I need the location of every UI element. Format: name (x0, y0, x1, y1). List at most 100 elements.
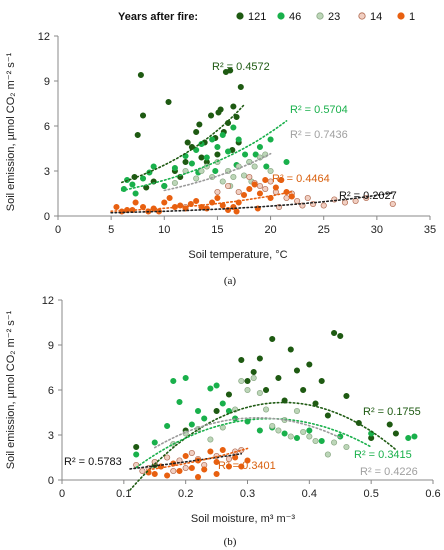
panel-b-point-14 (139, 467, 146, 475)
panel-b-point-121 (250, 368, 257, 376)
panel-b-point-14 (170, 467, 177, 475)
panel-b-point-23 (343, 443, 350, 451)
panel-b-point-14 (188, 449, 195, 457)
panel-a-point-46 (150, 163, 157, 170)
panel-b-point-23 (275, 427, 282, 434)
panel-b-point-46 (318, 437, 325, 445)
panel-a-x-tick-label: 20 (264, 224, 276, 236)
panel-b-point-46 (405, 434, 412, 442)
panel-b-point-1 (151, 470, 158, 478)
panel-a-x-tick-label: 25 (318, 224, 330, 236)
panel-a-point-46 (198, 140, 205, 148)
panel-a-point-1 (256, 190, 263, 197)
panel-a-point-121 (237, 83, 244, 91)
panel-a-point-46 (188, 160, 195, 167)
panel-b-point-46 (219, 400, 226, 407)
panel-b-r2-121: R² = 0.1755 (363, 406, 421, 418)
panel-a-point-46 (212, 167, 219, 175)
panel-a-point-14 (389, 200, 396, 208)
legend-marker-46 (277, 12, 285, 20)
panel-a-r2-46: R² = 0.5704 (290, 104, 348, 116)
panel-a-point-121 (193, 128, 200, 136)
panel-b-y-tick-label: 6 (48, 385, 54, 397)
panel-b-trendline-46 (135, 417, 372, 469)
panel-a-point-14 (256, 182, 263, 190)
panel-a-point-121 (134, 131, 141, 139)
panel-b-point-46 (281, 430, 288, 437)
panel-b-point-46 (176, 398, 183, 406)
panel-a-point-46 (209, 136, 216, 143)
panel-a-point-23 (262, 151, 269, 158)
panel-a-point-121 (137, 71, 144, 79)
panel-a-point-121 (215, 109, 222, 116)
panel-a-point-46 (193, 146, 200, 154)
panel-a-point-46 (161, 182, 168, 190)
panel-a-point-1 (283, 188, 290, 196)
panel-b-point-46 (133, 451, 140, 458)
panel-a-point-14 (262, 185, 269, 193)
panel-a-point-23 (230, 173, 237, 181)
panel-a-point-46 (219, 131, 226, 139)
panel-b-point-121 (293, 367, 301, 374)
panel-a-point-14 (283, 194, 290, 202)
panel-a-y-tick-label: 12 (38, 31, 50, 43)
panel-a-point-1 (161, 199, 168, 206)
panel-b-trendline-121 (129, 401, 397, 491)
panel-a-point-23 (267, 167, 274, 175)
panel-a-trendline-14 (110, 192, 394, 214)
panel-a-point-121 (182, 158, 189, 166)
legend-marker-1 (397, 12, 405, 20)
panel-a-x-tick-label: 35 (424, 224, 436, 236)
panel-b-point-23 (256, 389, 263, 397)
panel-a-trendline-46 (121, 120, 288, 192)
panel-a-point-121 (227, 67, 234, 74)
panel-a-point-121 (184, 139, 191, 146)
panel-b-label: (b) (224, 536, 237, 548)
panel-b-point-23 (207, 436, 214, 443)
panel-a-point-46 (235, 136, 242, 143)
panel-b-point-121 (244, 377, 251, 385)
panel-b-point-1 (182, 452, 189, 460)
panel-a-point-23 (240, 172, 248, 179)
panel-b-point-121 (318, 377, 325, 385)
panel-b-point-14 (182, 464, 189, 472)
panel-b-point-1 (176, 467, 183, 475)
panel-b-r2-1: R² = 0.3401 (218, 460, 276, 472)
panel-a-ticks: 0 5 10 15 20 25 30 35 0 3 6 9 12 (38, 31, 436, 236)
panel-a-r2-1: R² = 0.4464 (272, 173, 330, 185)
panel-b-point-23 (244, 386, 251, 394)
panel-a-trendline-23 (163, 152, 272, 192)
panel-b-point-23 (293, 407, 301, 415)
panel-b-point-23 (250, 374, 257, 382)
panel-a-point-46 (139, 175, 147, 182)
panel-a-trendline-1 (110, 190, 293, 212)
panel-a-point-1 (288, 193, 295, 200)
panel-a-point-1 (214, 194, 221, 202)
panel-a-point-46 (252, 151, 259, 158)
panel-b-point-121 (256, 355, 263, 362)
panel-b-x-tick-label: 0.2 (178, 488, 193, 500)
panel-b-x-tick-label: 0.5 (364, 488, 379, 500)
panel-a-point-121 (198, 154, 205, 161)
panel-b-point-121 (300, 386, 307, 394)
legend-marker-23 (316, 12, 324, 20)
panel-a: 0 5 10 15 20 25 30 35 0 3 6 9 12 Soil temperature, °… (5, 31, 436, 287)
panel-b-point-46 (213, 382, 220, 389)
panel-a-point-23 (219, 178, 226, 185)
legend-entries: 121 46 23 14 1 (236, 11, 415, 23)
legend-label-46: 46 (289, 11, 301, 23)
panel-a-point-46 (267, 136, 274, 143)
panel-b-point-121 (392, 430, 399, 437)
legend-title: Years after fire: (118, 11, 198, 23)
panel-a-point-23 (171, 179, 178, 187)
panel-a-point-23 (193, 175, 200, 182)
panel-b-trendline-14 (129, 453, 243, 470)
panel-a-point-46 (214, 143, 221, 151)
panel-a-label: (a) (224, 275, 237, 287)
panel-b-point-1 (188, 464, 195, 472)
panel-b-point-1 (213, 458, 220, 466)
panel-b-point-23 (324, 451, 331, 458)
panel-a-point-46 (256, 143, 263, 151)
panel-a-x-tick-label: 5 (108, 224, 114, 236)
